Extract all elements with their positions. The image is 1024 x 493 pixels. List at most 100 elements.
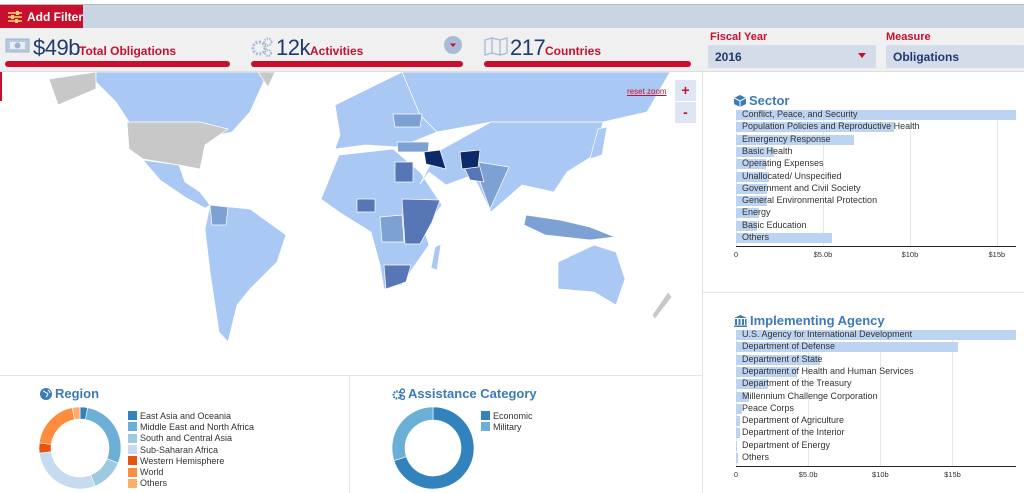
bar-row[interactable]: General Environmental Protection [736, 195, 1016, 207]
assistance-title: Assistance Category [392, 386, 537, 401]
bar-row[interactable]: Basic Health [736, 146, 1016, 157]
fiscal-year-select[interactable]: 2016 [708, 45, 876, 68]
sector-title-text: Sector [749, 93, 790, 108]
bar-label: General Environmental Protection [742, 195, 878, 206]
country-south-africa[interactable] [383, 264, 412, 290]
country-turkey[interactable] [396, 141, 430, 153]
stat-value: 217 [510, 35, 546, 60]
bar-label: Unallocated/ Unspecified [742, 170, 842, 181]
bar-row[interactable]: Peace Corps [736, 403, 1016, 414]
bar-row[interactable]: Department of Health and Human Services [736, 366, 1016, 377]
axis-tick-label: $5.0b [813, 250, 833, 259]
bar [736, 330, 1016, 340]
bar-row[interactable]: Operating Expenses [736, 158, 1016, 170]
bar-label: Department of Energy [742, 439, 831, 450]
bar [736, 146, 775, 157]
bar-row[interactable]: Government and Civil Society [736, 183, 1016, 194]
bar-row[interactable]: Millennium Challenge Corporation [736, 391, 1016, 402]
reset-zoom-link[interactable]: reset zoom [627, 87, 667, 96]
bar-row[interactable]: Others [736, 452, 1016, 463]
caret-down-icon [858, 53, 866, 58]
country-new-zealand[interactable] [651, 291, 673, 320]
bar-row[interactable]: Department of Energy [736, 439, 1016, 451]
country-ukraine[interactable] [392, 113, 423, 128]
legend-label: Military [493, 421, 522, 432]
agency-title-text: Implementing Agency [750, 313, 885, 328]
right-panel [702, 72, 1024, 493]
bar-row[interactable]: Department of the Treasury [736, 378, 1016, 390]
bar-row[interactable]: Unallocated/ Unspecified [736, 170, 1016, 182]
bar-row[interactable]: Department of the Interior [736, 427, 1016, 439]
country-indonesia[interactable] [523, 214, 616, 241]
country-australia[interactable] [557, 244, 626, 306]
legend-item[interactable]: South and Central Asia [128, 433, 254, 444]
legend-item[interactable]: Western Hemisphere [128, 455, 254, 466]
caret-down-icon [450, 43, 456, 47]
legend-item[interactable]: Sub-Saharan Africa [128, 444, 254, 455]
donut-slice[interactable] [90, 458, 119, 487]
country-afghanistan[interactable] [459, 149, 481, 170]
gridline [952, 330, 954, 466]
bar-row[interactable]: Department of Defense [736, 341, 1016, 353]
legend-label: South and Central Asia [140, 433, 233, 444]
donut-slice[interactable] [38, 451, 96, 490]
zoom-in-button[interactable]: + [675, 80, 696, 101]
legend-swatch [481, 411, 490, 421]
country-east-africa[interactable] [401, 198, 441, 245]
bar-row[interactable]: Basic Education [736, 219, 1016, 231]
country-madagascar[interactable] [430, 243, 442, 271]
bar-row[interactable]: Department of Agriculture [736, 415, 1016, 427]
bar-row[interactable]: Population Policies and Reproductive Hea… [736, 121, 1016, 133]
bar [736, 110, 1016, 120]
country-iraq[interactable] [423, 149, 447, 170]
country-usa[interactable] [126, 121, 229, 170]
bar-row[interactable]: Others [736, 232, 1016, 243]
bar-label: Emergency Response [742, 133, 831, 144]
bar-row[interactable]: Conflict, Peace, and Security [736, 109, 1016, 120]
zoom-out-button[interactable]: - [675, 102, 696, 123]
fiscal-year-label: Fiscal Year [710, 31, 768, 43]
legend-item[interactable]: Others [128, 478, 254, 489]
donut-slice[interactable] [71, 406, 81, 420]
legend-swatch [128, 467, 137, 477]
country-drc[interactable] [379, 214, 405, 243]
donut-slice[interactable] [38, 407, 75, 445]
country-alaska[interactable] [48, 72, 97, 106]
axis-tick-label: 0 [733, 470, 739, 479]
region-title-text: Region [55, 386, 100, 401]
world-map[interactable]: reset zoom + - [0, 72, 700, 375]
bar-row[interactable]: Energy [736, 207, 1016, 219]
country-south-america[interactable] [204, 204, 287, 343]
bar-row[interactable]: Emergency Response [736, 133, 1016, 145]
country-greenland[interactable] [257, 72, 276, 88]
country-nigeria[interactable] [356, 198, 376, 213]
legend-item[interactable]: East Asia and Oceania [128, 410, 254, 421]
bar-row[interactable]: Department of State [736, 354, 1016, 365]
region-title: Region [40, 386, 99, 401]
measure-label: Measure [886, 31, 931, 43]
map-svg[interactable] [0, 72, 700, 375]
bar-label: Department of Agriculture [742, 415, 845, 426]
country-colombia[interactable] [209, 204, 229, 226]
bar-row[interactable]: U.S. Agency for International Developmen… [736, 329, 1016, 340]
donut-slice[interactable] [391, 406, 434, 462]
legend-item[interactable]: Middle East and North Africa [128, 421, 254, 432]
gridline [822, 110, 824, 246]
donut-slice[interactable] [393, 406, 475, 490]
country-japan[interactable] [589, 126, 608, 160]
activities-dropdown-button[interactable] [444, 36, 462, 54]
country-asia[interactable] [419, 121, 604, 213]
legend-item[interactable]: World [128, 466, 254, 477]
legend-item[interactable]: Military [481, 421, 533, 432]
bar [736, 440, 738, 451]
donut-slice[interactable] [85, 407, 122, 464]
bottom-panels [0, 375, 702, 493]
measure-select[interactable]: Obligations [886, 45, 1024, 68]
bar-label: Basic Education [742, 219, 807, 230]
bar [736, 366, 797, 377]
country-egypt[interactable] [394, 161, 414, 183]
add-filter-button[interactable]: Add Filter [0, 5, 83, 29]
gridline [996, 110, 998, 246]
legend-item[interactable]: Economic [481, 410, 533, 421]
bar-label: Department of the Treasury [742, 378, 852, 389]
